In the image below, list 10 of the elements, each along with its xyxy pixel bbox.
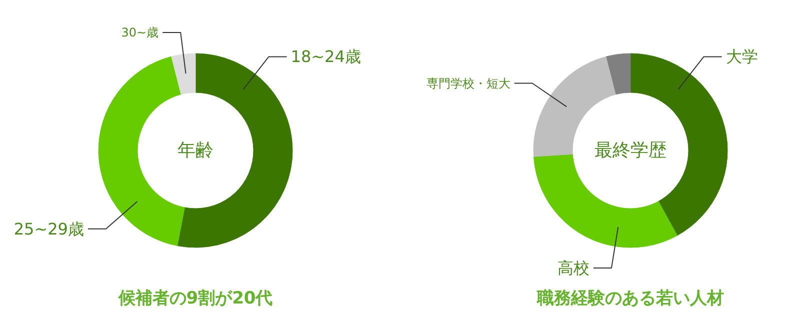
slice-label: 25~29歳	[14, 219, 84, 238]
slice-label: 18~24歳	[290, 47, 361, 66]
text: 職務経験のある若い人材	[536, 288, 724, 308]
slice-label: 30~歳	[121, 25, 159, 40]
text: 候補者の9割が20代	[117, 288, 273, 308]
slice-label: 高校	[557, 258, 590, 278]
slice-label: 大学	[726, 47, 758, 66]
text: 最終学歴	[594, 140, 666, 161]
text: 年齢	[178, 140, 214, 161]
slice-label: 専門学校・短大	[426, 76, 510, 90]
